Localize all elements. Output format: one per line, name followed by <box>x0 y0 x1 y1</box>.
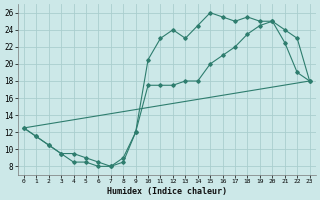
X-axis label: Humidex (Indice chaleur): Humidex (Indice chaleur) <box>107 187 227 196</box>
